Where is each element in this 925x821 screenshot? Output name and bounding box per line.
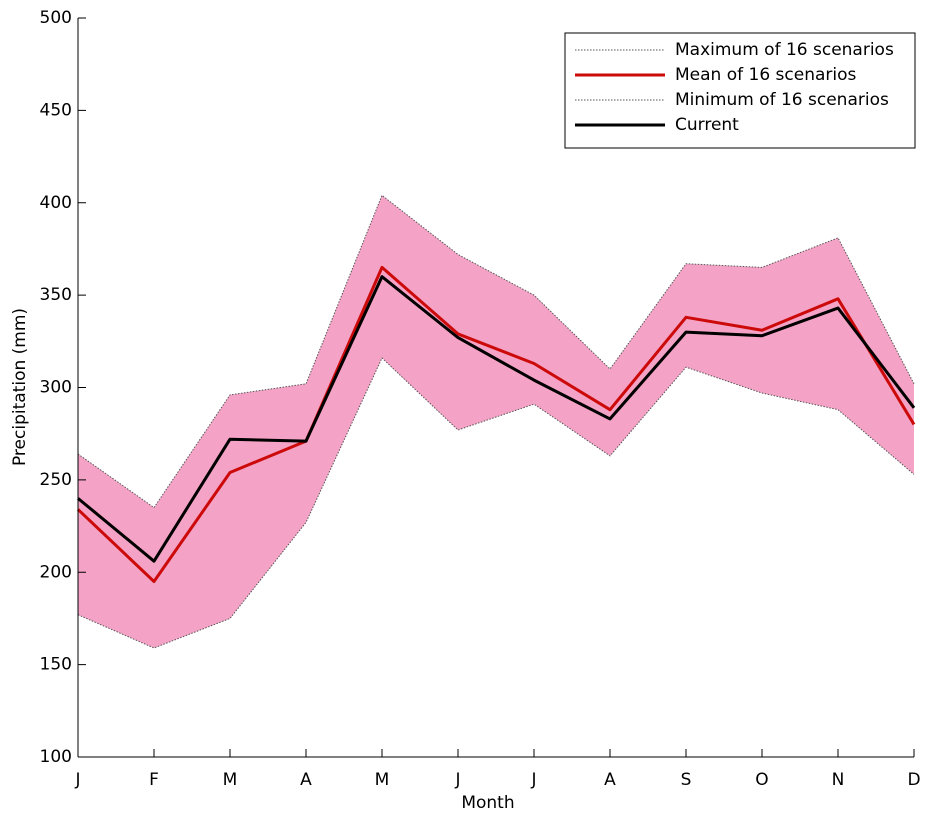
x-tick-label: S (681, 770, 692, 790)
x-tick-label: J (454, 770, 460, 790)
x-axis-label: Month (461, 793, 514, 813)
series-line (76, 265, 916, 583)
x-tick-label: N (832, 770, 845, 790)
x-tick-label: M (375, 770, 390, 790)
x-tick-label: A (604, 770, 616, 790)
y-tick-label: 300 (40, 378, 72, 398)
y-tick-label: 450 (40, 100, 72, 120)
legend-label: Maximum of 16 scenarios (675, 40, 894, 60)
x-tick-label: J (74, 770, 80, 790)
x-tick-label: M (223, 770, 238, 790)
legend-label: Minimum of 16 scenarios (675, 90, 889, 110)
y-tick-label: 200 (40, 562, 72, 582)
x-tick-label: F (149, 770, 159, 790)
legend-label: Current (675, 115, 739, 135)
series-line (77, 357, 915, 649)
y-tick-label: 400 (40, 193, 72, 213)
legend-box (564, 32, 916, 149)
series-line (77, 275, 916, 563)
legend-label: Mean of 16 scenarios (675, 65, 857, 85)
x-tick-label: J (530, 770, 536, 790)
legend: Maximum of 16 scenarios Mean of 16 scenar… (564, 32, 916, 149)
y-tick-label: 150 (40, 655, 72, 675)
y-tick-label: 100 (40, 747, 72, 767)
y-axis-label: Precipitation (mm) (10, 308, 30, 466)
series-line (77, 194, 915, 509)
range-band (78, 195, 914, 648)
y-tick-label: 250 (40, 470, 72, 490)
x-tick-label: D (907, 770, 920, 790)
x-tick-label: O (755, 770, 768, 790)
y-tick-label: 500 (40, 8, 72, 28)
y-tick-label: 350 (40, 285, 72, 305)
x-tick-label: A (300, 770, 312, 790)
